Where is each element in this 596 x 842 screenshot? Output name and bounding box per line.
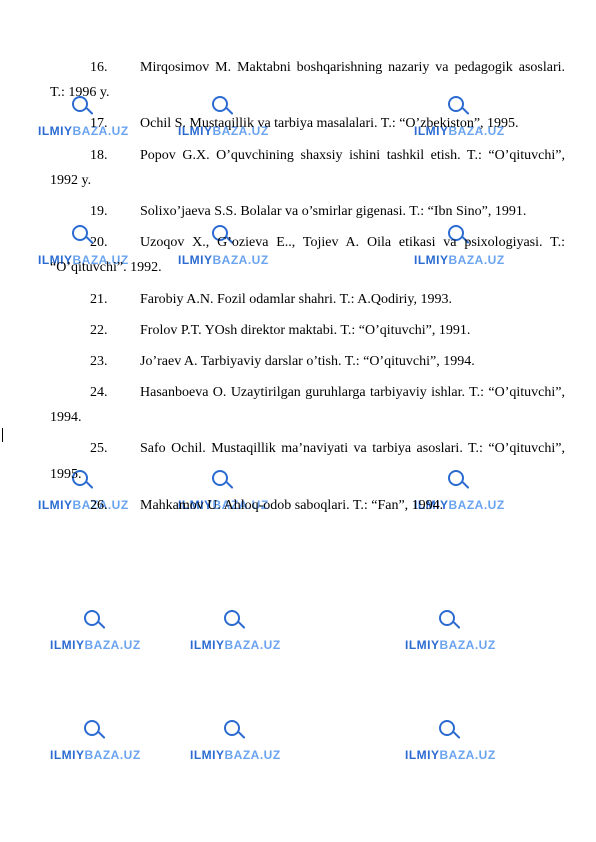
page: ILMIYBAZA.UZ ILMIYBAZA.UZ ILMIYBAZA.UZ ILMI… (0, 0, 596, 842)
reference-text: Mahkamov U. Ahloq-odob saboqlari. T.: “F… (140, 498, 443, 513)
reference-item: 25.Safo Ochil. Mustaqillik ma’naviyati v… (50, 436, 565, 486)
reference-item: 24.Hasanboeva O. Uzaytirilgan guruhlarga… (50, 380, 565, 430)
reference-number: 17. (50, 111, 140, 136)
watermark: ILMIYBAZA.UZ (190, 720, 281, 762)
watermark: ILMIYBAZA.UZ (190, 610, 281, 652)
reference-text: Jo’raev A. Tarbiyaviy darslar o’tish. T.… (140, 354, 475, 369)
reference-item: 16.Mirqosimov M. Maktabni boshqarishning… (50, 55, 565, 105)
reference-item: 22.Frolov P.T. YOsh direktor maktabi. T.… (50, 318, 565, 343)
reference-list: 16.Mirqosimov M. Maktabni boshqarishning… (50, 55, 565, 524)
watermark-text: ILMIYBAZA.UZ (190, 638, 281, 652)
watermark: ILMIYBAZA.UZ (50, 610, 141, 652)
reference-number: 22. (50, 318, 140, 343)
watermark: ILMIYBAZA.UZ (405, 610, 496, 652)
watermark-text: ILMIYBAZA.UZ (190, 748, 281, 762)
reference-number: 20. (50, 230, 140, 255)
reference-number: 24. (50, 380, 140, 405)
magnifier-icon (224, 720, 246, 742)
watermark-text: ILMIYBAZA.UZ (405, 638, 496, 652)
watermark: ILMIYBAZA.UZ (405, 720, 496, 762)
watermark-text: ILMIYBAZA.UZ (405, 748, 496, 762)
magnifier-icon (84, 610, 106, 632)
reference-number: 26. (50, 493, 140, 518)
reference-number: 18. (50, 143, 140, 168)
magnifier-icon (224, 610, 246, 632)
reference-item: 23.Jo’raev A. Tarbiyaviy darslar o’tish.… (50, 349, 565, 374)
reference-item: 20.Uzoqov X., G’ozieva E.., Tojiev A. Oi… (50, 230, 565, 280)
text-caret-artifact (2, 428, 3, 442)
reference-number: 19. (50, 199, 140, 224)
reference-item: 19.Solixo’jaeva S.S. Bolalar va o’smirla… (50, 199, 565, 224)
reference-number: 25. (50, 436, 140, 461)
reference-text: Frolov P.T. YOsh direktor maktabi. T.: “… (140, 323, 470, 338)
watermark-text: ILMIYBAZA.UZ (50, 638, 141, 652)
reference-number: 16. (50, 55, 140, 80)
reference-text: Solixo’jaeva S.S. Bolalar va o’smirlar g… (140, 204, 526, 219)
reference-item: 26.Mahkamov U. Ahloq-odob saboqlari. T.:… (50, 493, 565, 518)
reference-text: Farobiy A.N. Fozil odamlar shahri. T.: A… (140, 292, 452, 307)
watermark: ILMIYBAZA.UZ (50, 720, 141, 762)
reference-number: 21. (50, 287, 140, 312)
magnifier-icon (439, 610, 461, 632)
reference-number: 23. (50, 349, 140, 374)
magnifier-icon (84, 720, 106, 742)
magnifier-icon (439, 720, 461, 742)
watermark-text: ILMIYBAZA.UZ (50, 748, 141, 762)
reference-text: Ochil S. Mustaqillik va tarbiya masalala… (140, 116, 519, 131)
reference-item: 17.Ochil S. Mustaqillik va tarbiya masal… (50, 111, 565, 136)
reference-item: 18.Popov G.X. O’quvchining shaxsiy ishin… (50, 143, 565, 193)
reference-item: 21.Farobiy A.N. Fozil odamlar shahri. T.… (50, 287, 565, 312)
